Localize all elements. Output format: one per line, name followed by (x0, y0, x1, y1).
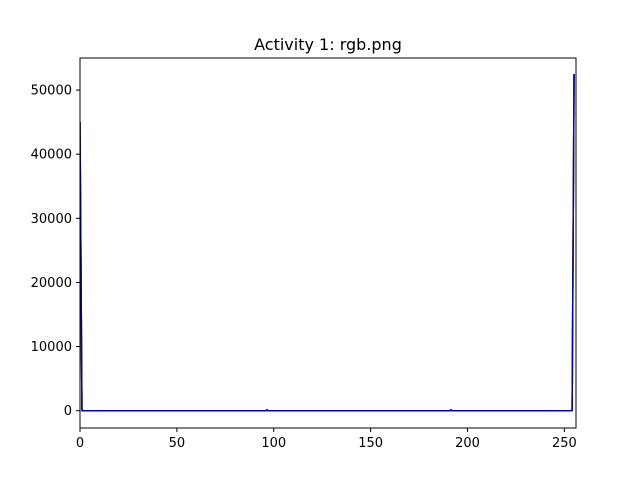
plot-frame (79, 57, 577, 429)
x-tick-label: 200 (455, 436, 480, 451)
y-tick-label: 10000 (31, 340, 72, 355)
series-line-1 (80, 74, 575, 412)
y-tick-label: 40000 (31, 148, 72, 163)
x-tick-label: 50 (169, 436, 186, 451)
x-tick-label: 250 (552, 436, 577, 451)
x-tick-label: 100 (261, 436, 286, 451)
y-tick-label: 20000 (31, 276, 72, 291)
y-tick-label: 0 (64, 404, 72, 419)
x-tick-label: 0 (76, 436, 84, 451)
y-tick-label: 30000 (31, 212, 72, 227)
axes-layer: 0 50 100 150 200 250 0 10000 20000 30000 40000 5000… (31, 57, 577, 451)
series-line-2 (80, 74, 575, 412)
series-layer (80, 74, 575, 412)
chart-title: Activity 1: rgb.png (254, 35, 402, 54)
y-tick-label: 50000 (31, 84, 72, 99)
x-tick-label: 150 (358, 436, 383, 451)
series-line-0 (80, 74, 575, 412)
